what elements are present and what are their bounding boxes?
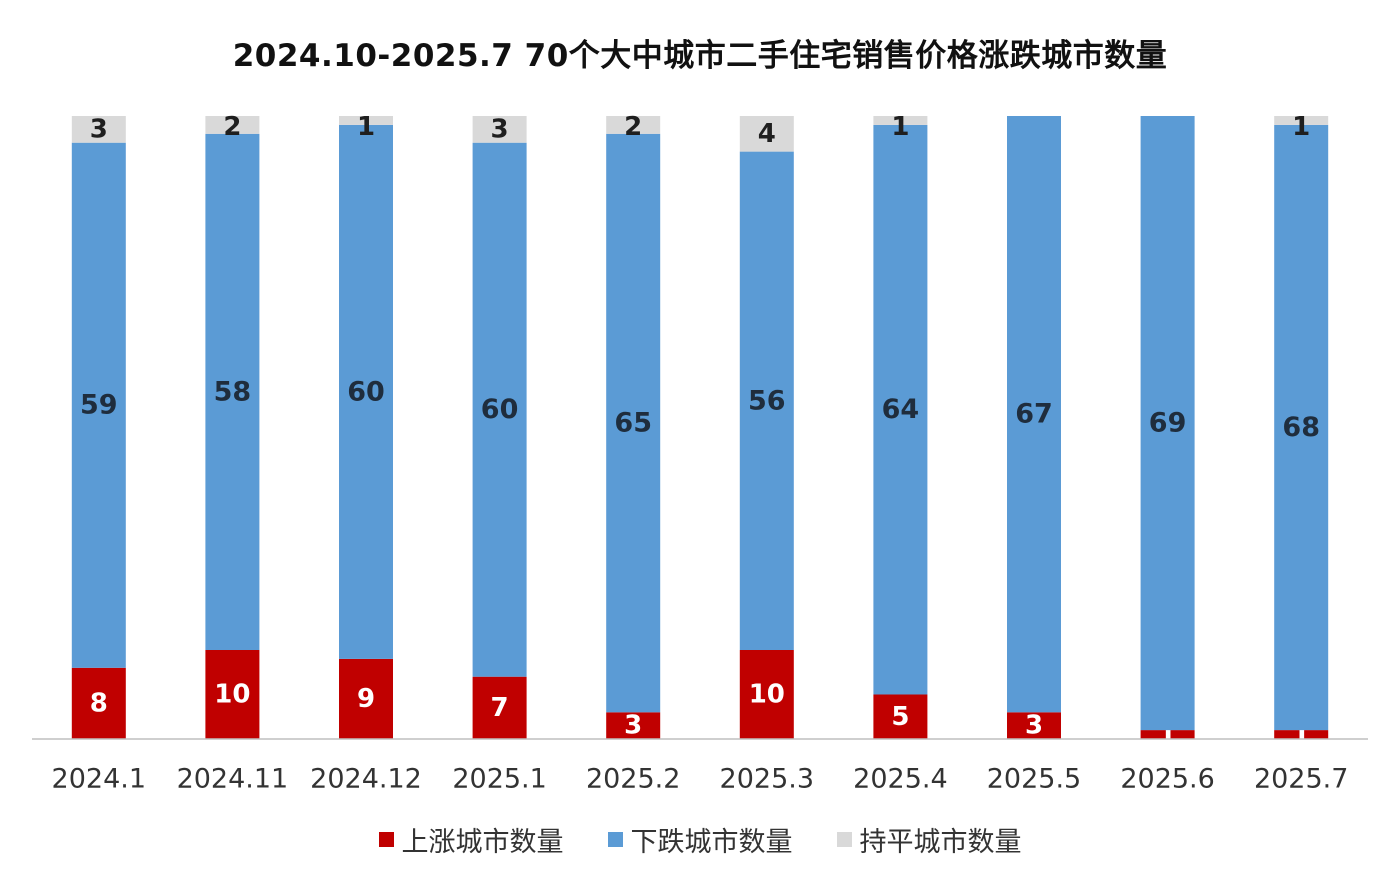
- data-label-rise: 9: [357, 684, 375, 714]
- legend-swatch-fall: [607, 832, 623, 847]
- bar-segment-rise: [606, 712, 661, 739]
- data-label-fall: 59: [80, 390, 118, 421]
- bar-segment-rise: [71, 667, 126, 739]
- legend-item-flat: 持平城市数量: [836, 820, 1022, 859]
- bar-segment-rise: [1007, 712, 1061, 739]
- x-tick-label: 2024.11: [177, 764, 289, 795]
- data-label-fall: 65: [614, 408, 652, 439]
- data-label-rise: 3: [1025, 711, 1043, 741]
- bar-segment-rise: [1140, 730, 1195, 739]
- legend: 上涨城市数量 下跌城市数量 持平城市数量: [0, 820, 1400, 859]
- data-label-fall: 67: [1015, 399, 1053, 430]
- data-label-fall: 69: [1149, 408, 1187, 439]
- data-label-flat: 3: [90, 114, 108, 144]
- bar-segment-rise: [339, 658, 393, 739]
- data-label-fall: 60: [481, 394, 519, 425]
- bar-segment-rise: [205, 650, 260, 739]
- bar-segment-flat: [205, 116, 260, 134]
- data-label-rise: 10: [214, 680, 250, 710]
- bar-segment-flat: [339, 116, 393, 125]
- bar-segment-flat: [606, 116, 661, 134]
- bar-segment-fall: [472, 142, 527, 677]
- bar-segment-flat: [472, 116, 527, 143]
- bar-segment-rise: [873, 694, 928, 739]
- bar-segment-fall: [606, 133, 661, 713]
- data-label-fall: 60: [347, 376, 385, 407]
- legend-label-fall: 下跌城市数量: [630, 827, 793, 858]
- legend-label-rise: 上涨城市数量: [401, 827, 564, 858]
- data-label-fall: 68: [1282, 412, 1320, 443]
- bar-segment-fall: [339, 124, 393, 659]
- data-label-flat: 2: [624, 112, 642, 142]
- data-label-rise: 8: [90, 688, 108, 718]
- data-label-fall: 56: [748, 385, 786, 416]
- legend-item-rise: 上涨城市数量: [378, 820, 564, 859]
- bar-segment-fall: [205, 133, 260, 651]
- legend-label-flat: 持平城市数量: [859, 827, 1022, 858]
- chart-title: 2024.10-2025.7 70个大中城市二手住宅销售价格涨跌城市数量: [232, 38, 1168, 74]
- data-label-rise: 3: [624, 711, 642, 741]
- bar-segment-rise: [739, 650, 794, 739]
- bar-segment-fall: [1140, 116, 1195, 731]
- bar-segment-fall: [739, 151, 794, 650]
- legend-item-fall: 下跌城市数量: [607, 820, 793, 859]
- bar-segment-fall: [1274, 124, 1329, 731]
- data-label-fall: 58: [214, 376, 252, 407]
- x-tick-label: 2025.4: [853, 764, 947, 795]
- x-tick-label: 2025.6: [1120, 764, 1214, 795]
- x-tick-label: 2025.2: [586, 764, 680, 795]
- bar-segment-fall: [1007, 116, 1061, 713]
- data-label-flat: 1: [357, 112, 375, 142]
- bar-segment-flat: [739, 116, 794, 152]
- data-label-flat: 4: [758, 119, 776, 149]
- bar-segment-flat: [873, 116, 928, 125]
- bar-segment-fall: [873, 124, 928, 695]
- legend-swatch-flat: [836, 832, 852, 847]
- data-label-flat: 1: [1292, 112, 1310, 142]
- data-label-flat: 2: [223, 112, 241, 142]
- data-label-rise: 7: [491, 693, 509, 723]
- data-label-rise: 10: [749, 680, 785, 710]
- x-tick-label: 2025.3: [720, 764, 814, 795]
- bar-segment-fall: [71, 142, 126, 668]
- data-label-fall: 64: [882, 394, 920, 425]
- data-label-flat: 3: [491, 114, 509, 144]
- data-label-rise: 5: [891, 702, 909, 732]
- x-tick-label: 2025.5: [987, 764, 1081, 795]
- bar-segment-rise: [472, 676, 527, 739]
- x-tick-label: 2025.1: [452, 764, 546, 795]
- data-label-flat: 1: [891, 112, 909, 142]
- x-tick-label: 2024.1: [52, 764, 146, 795]
- x-tick-label: 2024.12: [310, 764, 422, 795]
- legend-swatch-rise: [378, 832, 394, 847]
- bar-segment-flat: [71, 116, 126, 143]
- bar-segment-rise: [1274, 730, 1329, 739]
- bar-segment-flat: [1274, 116, 1329, 125]
- x-tick-label: 2025.7: [1254, 764, 1348, 795]
